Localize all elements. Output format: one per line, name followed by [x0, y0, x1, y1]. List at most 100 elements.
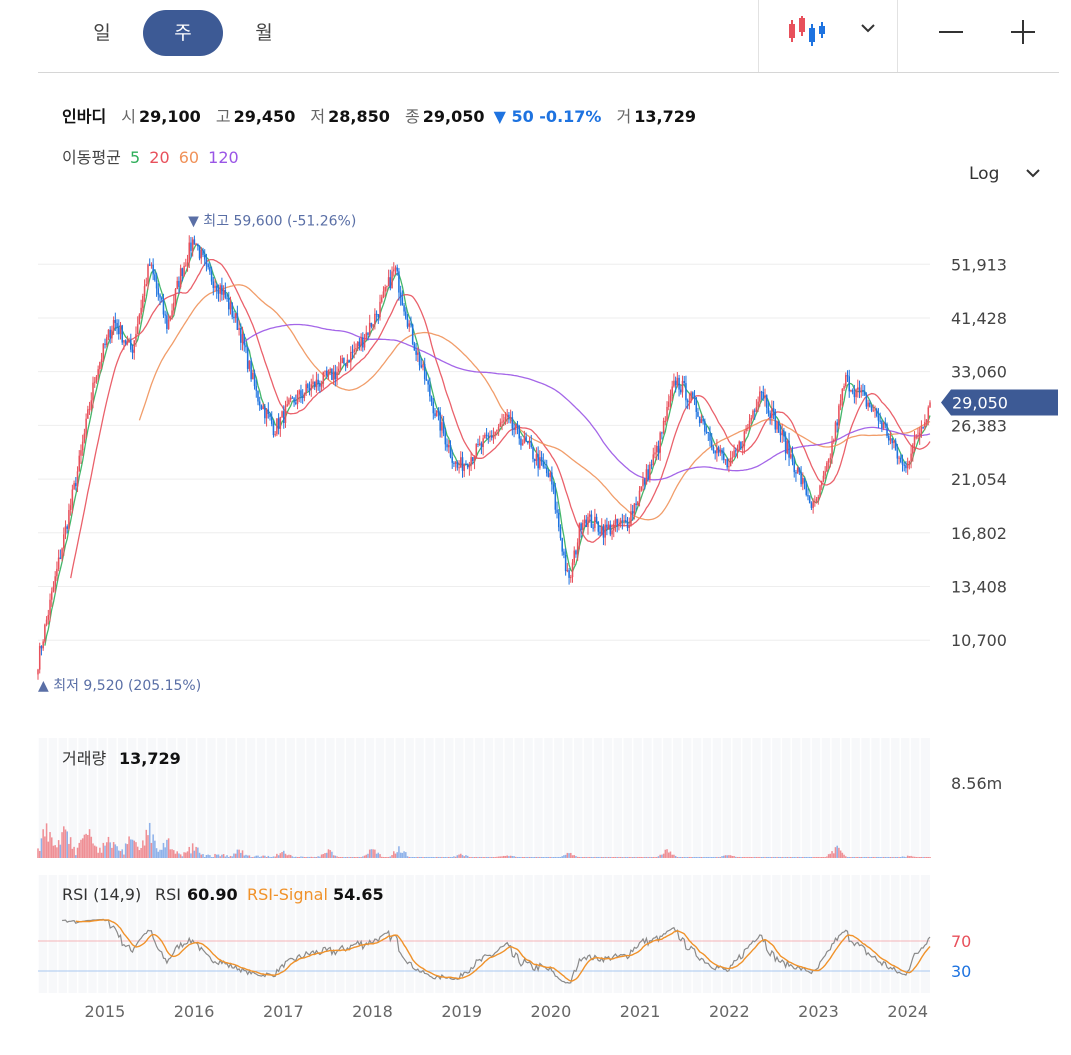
volume-bar — [645, 857, 648, 858]
volume-bar — [808, 857, 811, 858]
volume-bar — [807, 857, 809, 858]
candle-body — [523, 436, 526, 444]
volume-bar — [105, 842, 108, 858]
volume-bar — [257, 855, 259, 858]
candle-body — [279, 417, 282, 429]
volume-bar — [112, 842, 115, 858]
volume-bar — [855, 857, 857, 858]
volume-bar — [138, 850, 141, 858]
volume-bar — [779, 857, 782, 858]
candle-body — [396, 267, 398, 272]
candlestick-icon[interactable] — [788, 14, 828, 48]
chevron-down-icon[interactable] — [858, 18, 878, 38]
volume-bar — [619, 857, 622, 858]
volume-bar — [545, 857, 548, 858]
volume-bar — [148, 822, 151, 858]
candle-body — [38, 646, 41, 670]
volume-bar — [265, 857, 268, 858]
period-monthly-button[interactable]: 월 — [255, 22, 273, 44]
volume-bar — [73, 846, 75, 858]
volume-bar — [262, 855, 264, 858]
candle-body — [406, 318, 409, 327]
candle-body — [92, 382, 94, 401]
volume-bar — [336, 856, 338, 858]
candle-body — [843, 385, 845, 389]
candle-body — [411, 324, 414, 344]
candle-body — [85, 418, 87, 434]
candle-body — [882, 422, 885, 429]
volume-bar — [790, 857, 792, 858]
candle-body — [61, 548, 63, 559]
volume-bar — [245, 854, 247, 858]
volume-bar — [870, 857, 873, 858]
scale-selector[interactable]: Log — [969, 164, 1041, 184]
candle-body — [855, 389, 857, 398]
volume-bar — [642, 857, 644, 858]
volume-bar — [683, 857, 685, 858]
candle-body — [195, 243, 197, 245]
candle-body — [226, 297, 228, 299]
candle-body — [908, 461, 911, 464]
candle-body — [540, 457, 543, 462]
volume-bar — [865, 857, 868, 858]
candle-body — [803, 478, 806, 483]
candle-body — [458, 467, 460, 469]
volume-bar — [75, 855, 77, 858]
rsi-label: RSI — [155, 885, 181, 904]
period-weekly-button[interactable]: 주 — [143, 10, 223, 56]
candle-body — [375, 313, 378, 315]
candle-body — [114, 320, 117, 323]
volume-bar — [765, 857, 768, 858]
volume-bar — [499, 856, 502, 858]
volume-bar — [179, 854, 182, 858]
plus-icon[interactable] — [1009, 18, 1037, 46]
volume-bar — [540, 857, 543, 858]
volume-bar — [836, 845, 838, 858]
candle-body — [623, 520, 625, 522]
volume-bar — [319, 856, 321, 858]
volume-bar — [128, 836, 130, 858]
candle-body — [100, 359, 103, 363]
volume-bar — [195, 846, 197, 858]
candle-body — [219, 285, 221, 294]
volume-bar — [662, 853, 665, 858]
volume-bar — [80, 839, 82, 858]
candle-body — [559, 527, 562, 538]
y-tick-label: 13,408 — [951, 578, 1007, 597]
volume-bar — [506, 855, 508, 858]
candle-body — [693, 395, 696, 398]
volume-bar — [485, 857, 488, 858]
toolbar-divider — [758, 0, 759, 72]
candle-body — [284, 406, 287, 424]
volume-bar — [109, 842, 111, 858]
candle-body — [162, 299, 165, 315]
candle-body — [765, 395, 768, 408]
candle-body — [654, 452, 656, 455]
volume-bar — [250, 857, 252, 858]
volume-bar — [375, 853, 378, 858]
candle-body — [68, 509, 70, 529]
minus-icon[interactable] — [937, 18, 965, 46]
volume-bar — [729, 855, 732, 858]
moving-average-legend: 이동평균 5 20 60 120 — [62, 144, 239, 168]
volume-value: 13,729 — [634, 107, 697, 126]
candle-body — [128, 339, 130, 342]
volume-bar — [176, 851, 178, 858]
volume-bar — [131, 839, 134, 858]
candle-body — [736, 448, 739, 451]
volume-bar — [588, 857, 591, 858]
volume-bar — [793, 857, 795, 858]
volume-bar — [812, 857, 814, 858]
volume-bar — [515, 856, 517, 858]
period-daily-button[interactable]: 일 — [93, 22, 111, 44]
candle-body — [351, 351, 354, 353]
volume-bar — [468, 857, 471, 858]
candle-body — [147, 264, 149, 285]
candle-body — [552, 484, 555, 490]
volume-bar — [87, 834, 89, 858]
volume-bar — [171, 849, 173, 858]
volume-bar — [599, 857, 601, 858]
candle-body — [875, 409, 878, 416]
volume-bar — [542, 857, 545, 858]
candle-body — [532, 446, 534, 460]
